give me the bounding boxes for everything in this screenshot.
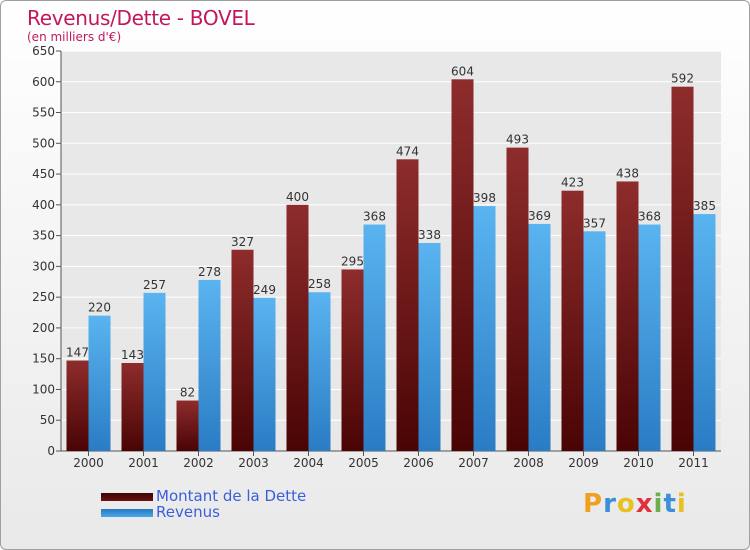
data-label-dette: 438 — [616, 166, 639, 180]
x-tick-label: 2006 — [403, 456, 434, 470]
bar-dette — [506, 147, 529, 451]
chart-title: Revenus/Dette - BOVEL — [27, 6, 255, 30]
data-label-revenus: 357 — [583, 216, 606, 230]
bar-dette — [671, 86, 694, 451]
data-label-revenus: 257 — [143, 278, 166, 292]
data-label-dette: 295 — [341, 254, 364, 268]
data-label-revenus: 278 — [198, 265, 221, 279]
legend-label-dette: Montant de la Dette — [156, 487, 307, 505]
y-tick-label: 350 — [32, 229, 55, 243]
data-label-dette: 493 — [506, 133, 529, 147]
data-label-revenus: 369 — [528, 209, 551, 223]
logo-letter: r — [603, 489, 617, 519]
y-tick-label: 500 — [32, 136, 55, 150]
bar-dette — [396, 159, 419, 452]
bar-dette — [121, 363, 144, 451]
legend-swatch-dette — [101, 493, 153, 501]
bar-revenus — [363, 224, 386, 451]
data-label-dette: 327 — [231, 235, 254, 249]
data-label-dette: 474 — [396, 144, 419, 158]
data-label-dette: 592 — [671, 72, 694, 86]
bar-revenus — [693, 214, 716, 451]
bar-revenus — [198, 279, 221, 451]
y-tick-label: 150 — [32, 352, 55, 366]
x-tick-label: 2000 — [73, 456, 104, 470]
data-label-revenus: 385 — [693, 199, 716, 213]
data-label-revenus: 220 — [88, 301, 111, 315]
bar-revenus — [528, 223, 551, 451]
bar-revenus — [638, 224, 661, 451]
bar-revenus — [418, 243, 441, 451]
y-tick-label: 400 — [32, 198, 55, 212]
data-label-dette: 143 — [121, 348, 144, 362]
y-tick-label: 550 — [32, 106, 55, 120]
data-label-revenus: 368 — [363, 210, 386, 224]
legend-label-revenus: Revenus — [156, 503, 220, 521]
bar-revenus — [308, 292, 331, 451]
y-tick-label: 0 — [47, 444, 55, 458]
bar-revenus — [583, 231, 606, 451]
y-tick-label: 650 — [32, 44, 55, 58]
data-label-dette: 82 — [180, 386, 195, 400]
data-label-revenus: 249 — [253, 283, 276, 297]
y-tick-label: 600 — [32, 75, 55, 89]
x-tick-label: 2011 — [678, 456, 709, 470]
bar-revenus — [473, 206, 496, 451]
x-tick-label: 2003 — [238, 456, 269, 470]
bar-dette — [231, 249, 254, 451]
bar-dette — [286, 204, 309, 451]
logo-letter: o — [616, 489, 636, 519]
x-tick-label: 2001 — [128, 456, 159, 470]
x-tick-label: 2004 — [293, 456, 324, 470]
bar-dette — [561, 190, 584, 451]
legend-swatch-revenus — [101, 509, 153, 517]
x-tick-label: 2010 — [623, 456, 654, 470]
data-label-dette: 604 — [451, 64, 474, 78]
chart-subtitle: (en milliers d'€) — [27, 30, 122, 44]
plot-area — [61, 51, 721, 451]
bar-dette — [66, 360, 89, 451]
data-label-revenus: 398 — [473, 191, 496, 205]
x-tick-label: 2008 — [513, 456, 544, 470]
proxiti-logo: Proxiti — [583, 489, 687, 519]
bar-dette — [616, 181, 639, 451]
x-tick-label: 2009 — [568, 456, 599, 470]
data-label-dette: 147 — [66, 346, 89, 360]
y-tick-label: 200 — [32, 321, 55, 335]
data-label-revenus: 258 — [308, 277, 331, 291]
y-tick-label: 250 — [32, 290, 55, 304]
bar-revenus — [88, 315, 111, 451]
data-label-revenus: 368 — [638, 210, 661, 224]
y-tick-label: 450 — [32, 167, 55, 181]
y-tick-label: 300 — [32, 259, 55, 273]
x-tick-label: 2007 — [458, 456, 489, 470]
bar-dette — [176, 400, 199, 451]
x-tick-label: 2005 — [348, 456, 379, 470]
logo-letter: t — [663, 489, 677, 519]
logo-letter: P — [583, 489, 604, 519]
x-tick-label: 2002 — [183, 456, 214, 470]
bar-dette — [451, 79, 474, 452]
bar-dette — [341, 269, 364, 451]
logo-letter: i — [676, 489, 687, 519]
data-label-dette: 400 — [286, 190, 309, 204]
data-label-dette: 423 — [561, 176, 584, 190]
y-tick-label: 100 — [32, 382, 55, 396]
logo-letter: i — [653, 489, 664, 519]
bar-revenus — [253, 297, 276, 451]
bar-revenus — [143, 292, 166, 451]
data-label-revenus: 338 — [418, 228, 441, 242]
y-tick-label: 50 — [40, 413, 55, 427]
logo-letter: x — [635, 489, 654, 519]
